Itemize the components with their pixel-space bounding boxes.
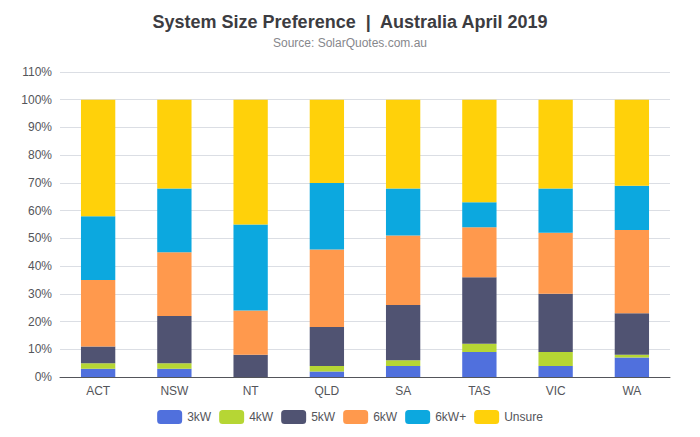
svg-text:30%: 30% xyxy=(28,287,52,301)
svg-text:80%: 80% xyxy=(28,148,52,162)
svg-text:SA: SA xyxy=(395,384,411,398)
svg-text:WA: WA xyxy=(622,384,641,398)
svg-text:ACT: ACT xyxy=(86,384,111,398)
svg-text:50%: 50% xyxy=(28,231,52,245)
svg-text:6kW: 6kW xyxy=(373,410,398,424)
svg-text:NSW: NSW xyxy=(160,384,189,398)
svg-text:0%: 0% xyxy=(35,370,53,384)
svg-text:System Size Preference | Aus: System Size Preference | Australia April… xyxy=(153,12,548,32)
svg-text:110%: 110% xyxy=(22,65,52,79)
svg-text:40%: 40% xyxy=(28,259,52,273)
svg-text:10%: 10% xyxy=(28,342,52,356)
svg-text:QLD: QLD xyxy=(315,384,340,398)
svg-text:60%: 60% xyxy=(28,204,52,218)
svg-text:TAS: TAS xyxy=(468,384,490,398)
svg-text:20%: 20% xyxy=(28,315,52,329)
svg-text:4kW: 4kW xyxy=(249,410,274,424)
svg-text:6kW+: 6kW+ xyxy=(435,410,466,424)
svg-text:Source: SolarQuotes.com.au: Source: SolarQuotes.com.au xyxy=(273,36,427,50)
svg-text:5kW: 5kW xyxy=(311,410,336,424)
svg-text:70%: 70% xyxy=(28,176,52,190)
svg-text:100%: 100% xyxy=(21,93,52,107)
svg-text:VIC: VIC xyxy=(546,384,566,398)
svg-text:NT: NT xyxy=(243,384,260,398)
svg-text:Unsure: Unsure xyxy=(504,410,543,424)
svg-text:90%: 90% xyxy=(28,120,52,134)
svg-text:3kW: 3kW xyxy=(187,410,212,424)
